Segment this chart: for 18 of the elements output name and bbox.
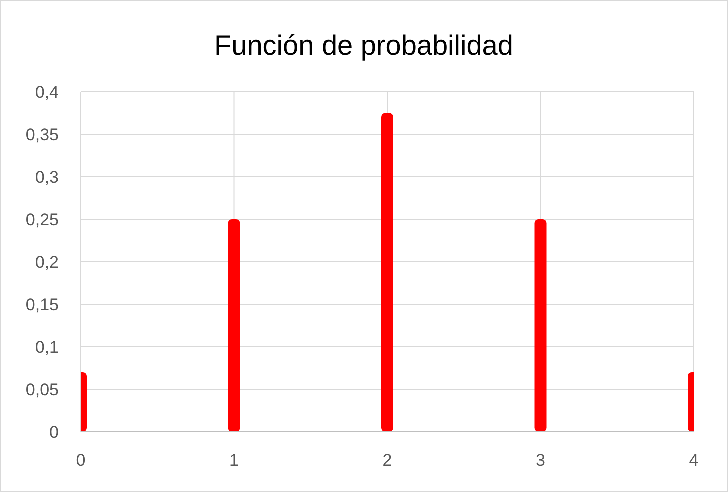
y-tick-label: 0,1 xyxy=(35,338,59,357)
y-tick-label: 0,35 xyxy=(26,125,59,144)
bar xyxy=(534,220,547,432)
y-tick-label: 0,05 xyxy=(26,380,59,400)
bar xyxy=(382,113,394,432)
y-tick-label: 0,3 xyxy=(35,168,59,187)
y-tick-label: 0,15 xyxy=(26,295,59,314)
y-tick-label: 0,25 xyxy=(26,210,59,230)
x-tick-label: 4 xyxy=(689,451,699,470)
y-tick-label: 0 xyxy=(50,422,59,442)
chart-title: Función de probabilidad xyxy=(214,30,514,61)
x-tick-label: 2 xyxy=(382,451,392,470)
x-tick-label: 3 xyxy=(536,451,546,470)
y-tick-label: 0,2 xyxy=(35,252,59,272)
x-tick-label: 1 xyxy=(230,451,239,470)
x-tick-label: 0 xyxy=(76,451,86,470)
bar xyxy=(228,220,240,432)
y-tick-label: 0,4 xyxy=(35,82,59,102)
